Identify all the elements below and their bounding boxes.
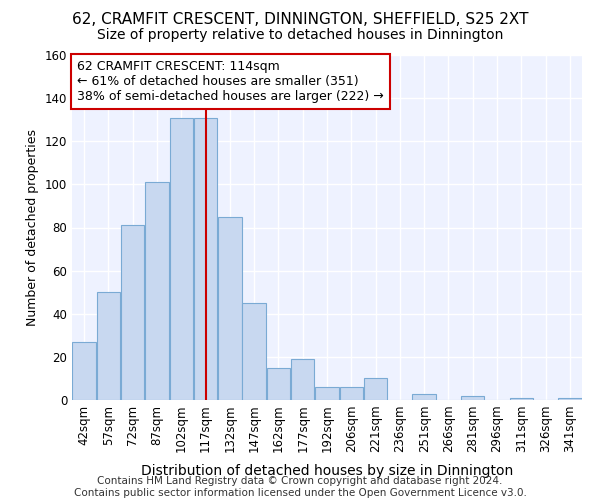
Y-axis label: Number of detached properties: Number of detached properties: [26, 129, 39, 326]
Bar: [242, 303, 266, 400]
Bar: [315, 387, 339, 400]
Bar: [412, 394, 436, 400]
Bar: [73, 342, 96, 400]
Bar: [218, 216, 242, 400]
Bar: [145, 182, 169, 400]
Bar: [509, 398, 533, 400]
Bar: [97, 292, 120, 400]
Text: Contains HM Land Registry data © Crown copyright and database right 2024.
Contai: Contains HM Land Registry data © Crown c…: [74, 476, 526, 498]
Text: Size of property relative to detached houses in Dinnington: Size of property relative to detached ho…: [97, 28, 503, 42]
Text: 62, CRAMFIT CRESCENT, DINNINGTON, SHEFFIELD, S25 2XT: 62, CRAMFIT CRESCENT, DINNINGTON, SHEFFI…: [72, 12, 528, 28]
Bar: [121, 226, 145, 400]
Bar: [266, 368, 290, 400]
Bar: [461, 396, 484, 400]
Bar: [558, 398, 581, 400]
Bar: [364, 378, 388, 400]
Bar: [194, 118, 217, 400]
Text: 62 CRAMFIT CRESCENT: 114sqm
← 61% of detached houses are smaller (351)
38% of se: 62 CRAMFIT CRESCENT: 114sqm ← 61% of det…: [77, 60, 384, 103]
Bar: [291, 359, 314, 400]
Bar: [170, 118, 193, 400]
Bar: [340, 387, 363, 400]
X-axis label: Distribution of detached houses by size in Dinnington: Distribution of detached houses by size …: [141, 464, 513, 477]
